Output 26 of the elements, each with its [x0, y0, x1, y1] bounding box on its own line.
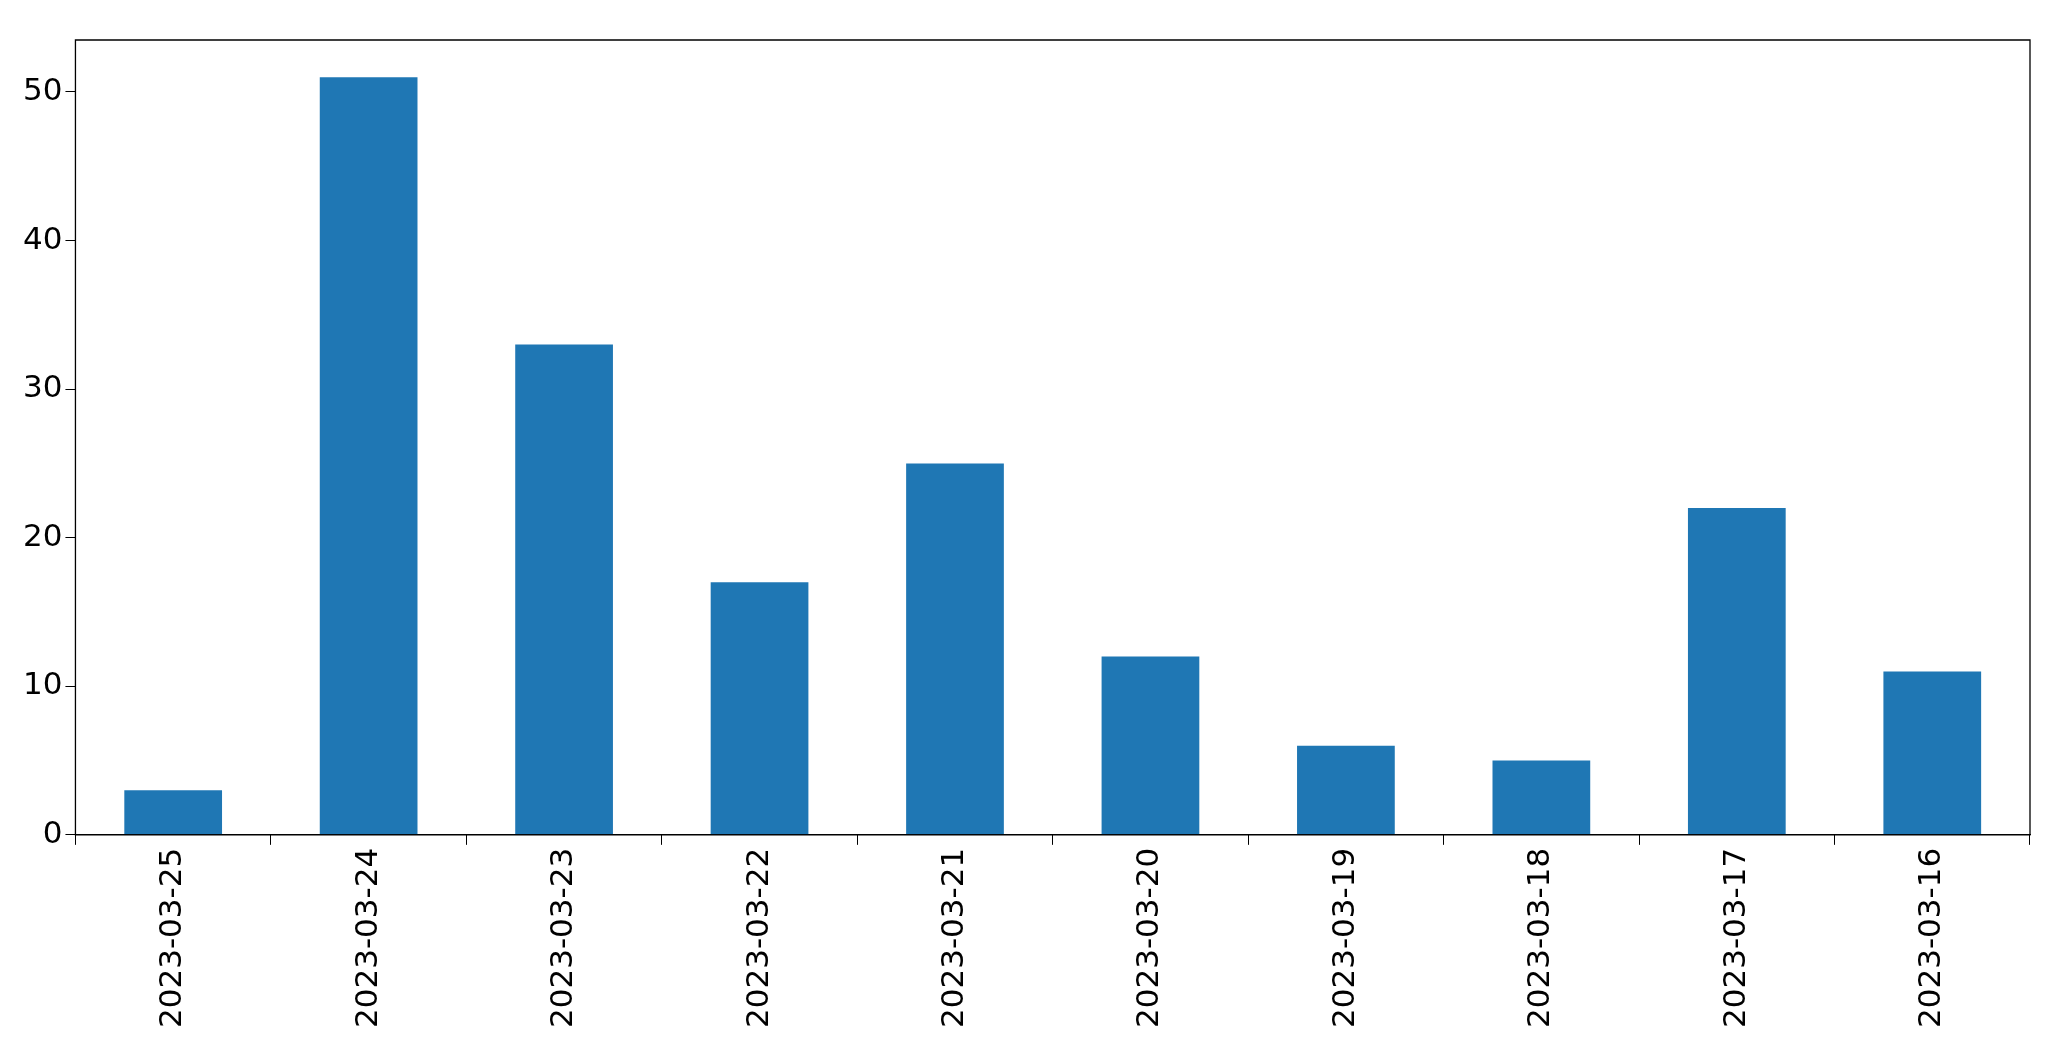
x-tick-label: 2023-03-20 [1129, 847, 1166, 1029]
y-tick-label: 0 [42, 813, 63, 850]
x-tick-label: 2023-03-19 [1324, 847, 1361, 1029]
bar [1101, 656, 1200, 835]
bar [1492, 760, 1591, 835]
x-tick-label: 2023-03-17 [1715, 847, 1752, 1029]
bar [1687, 507, 1786, 835]
x-tick-label: 2023-03-18 [1520, 847, 1557, 1029]
x-tick-label: 2023-03-21 [934, 847, 971, 1029]
bar [710, 582, 809, 835]
y-tick-label: 40 [22, 219, 63, 256]
x-tick-label: 2023-03-25 [152, 847, 189, 1029]
bar [319, 77, 418, 835]
x-tick-label: 2023-03-16 [1911, 847, 1948, 1029]
y-tick-label: 50 [22, 71, 63, 108]
bar [1297, 745, 1395, 835]
bar [515, 344, 613, 835]
x-tick-label: 2023-03-22 [738, 847, 775, 1029]
bar [906, 463, 1004, 835]
y-tick-label: 10 [22, 665, 63, 702]
x-tick-label: 2023-03-23 [543, 847, 580, 1029]
bar [1883, 671, 1982, 835]
y-tick-label: 20 [22, 516, 63, 553]
x-tick-label: 2023-03-24 [347, 847, 384, 1029]
y-tick-label: 30 [22, 368, 63, 405]
bar [124, 790, 223, 835]
